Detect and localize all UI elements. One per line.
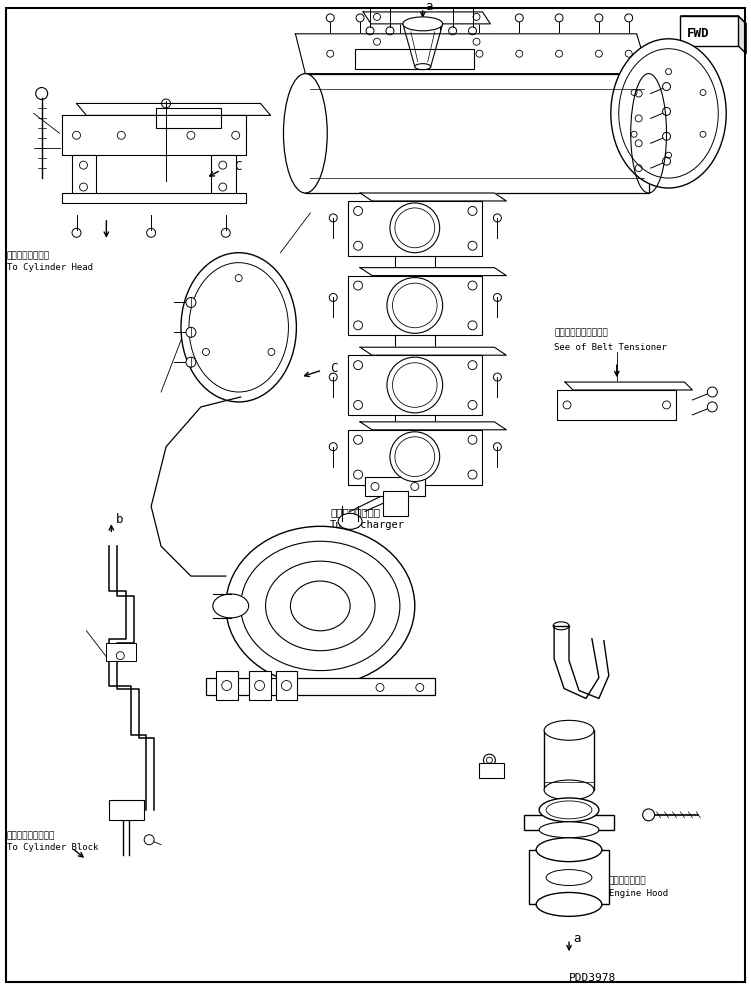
Bar [348,202,482,256]
Polygon shape [295,35,649,75]
Bar [680,17,738,46]
Polygon shape [360,422,506,430]
Text: エンジンフード: エンジンフード [609,876,647,884]
Ellipse shape [536,838,602,862]
Ellipse shape [415,65,431,71]
Bar [62,194,246,204]
Text: C: C [234,160,241,173]
Ellipse shape [291,582,350,631]
Text: To Cylinder Head: To Cylinder Head [7,263,93,272]
Text: a: a [426,0,433,14]
Bar [306,75,649,194]
Text: FWD: FWD [686,28,709,40]
Ellipse shape [181,253,297,402]
Ellipse shape [390,204,439,253]
Polygon shape [77,105,270,116]
Text: シリンダブロックへ: シリンダブロックへ [7,830,56,839]
Bar [355,49,475,70]
Ellipse shape [539,822,599,838]
Circle shape [186,358,196,368]
Bar [62,116,246,156]
Bar [216,670,238,701]
Circle shape [186,328,196,338]
Ellipse shape [387,278,442,334]
Bar [348,276,482,336]
Bar [348,356,482,415]
Circle shape [643,810,655,821]
Ellipse shape [226,527,415,686]
Text: ベルトテンショナ参照: ベルトテンショナ参照 [554,328,608,337]
Text: See of Belt Tensioner: See of Belt Tensioner [554,342,667,351]
Polygon shape [738,17,746,54]
Circle shape [144,835,154,845]
Text: Engine Hood: Engine Hood [609,888,668,897]
Bar [479,763,505,778]
Text: To Cylinder Block: To Cylinder Block [7,842,98,851]
Bar [544,731,594,790]
Ellipse shape [338,514,362,529]
Ellipse shape [544,721,594,740]
Bar [529,850,609,904]
Text: C: C [330,361,338,375]
Ellipse shape [539,798,599,822]
Bar [348,430,482,485]
Text: a: a [573,931,581,944]
Text: b: b [408,439,415,452]
Bar [524,815,614,830]
Ellipse shape [283,75,327,194]
Polygon shape [680,17,746,25]
Bar [110,800,144,820]
Bar [365,477,425,497]
Text: b: b [116,513,124,526]
Circle shape [707,402,717,412]
Ellipse shape [390,432,439,482]
Bar [211,156,236,196]
Polygon shape [363,13,490,25]
Bar [206,677,435,696]
Bar [156,109,221,129]
Bar [276,670,297,701]
Circle shape [484,754,496,766]
Bar [107,643,136,661]
Ellipse shape [403,18,442,32]
Polygon shape [360,268,506,276]
Bar [249,670,270,701]
Ellipse shape [544,780,594,800]
Polygon shape [360,194,506,202]
Ellipse shape [536,892,602,916]
Circle shape [186,298,196,308]
Text: シリンダヘッドへ: シリンダヘッドへ [7,251,50,260]
Ellipse shape [213,595,249,618]
Text: Turbocharger: Turbocharger [330,520,406,529]
Bar [557,390,677,420]
Bar [383,492,408,517]
Circle shape [707,387,717,397]
Text: PDD3978: PDD3978 [569,972,617,982]
Text: ターボチャージャ: ターボチャージャ [330,507,380,517]
Ellipse shape [387,358,442,413]
Polygon shape [360,348,506,356]
Polygon shape [565,383,692,390]
Bar [71,156,96,196]
Ellipse shape [611,39,726,189]
